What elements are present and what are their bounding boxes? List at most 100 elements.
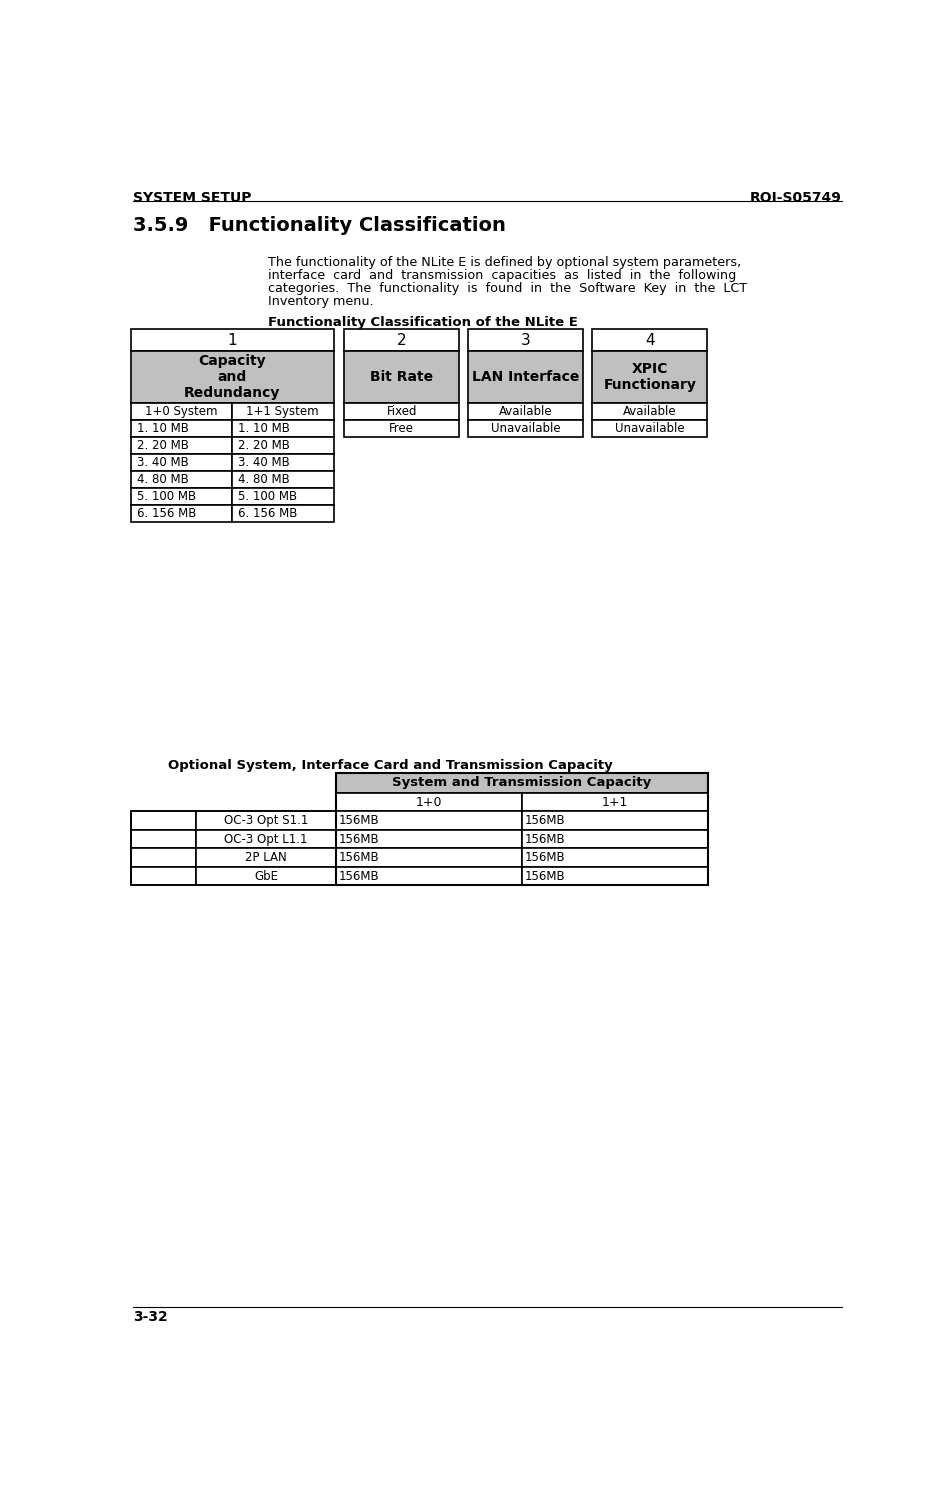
Text: 1+0: 1+0	[416, 796, 442, 809]
Bar	[130, 505, 232, 523]
Text: Unavailable: Unavailable	[491, 423, 560, 434]
Bar	[130, 420, 232, 437]
Bar	[522, 848, 708, 867]
Bar	[196, 830, 336, 848]
Bar	[130, 830, 196, 848]
Bar	[336, 793, 522, 811]
Bar	[196, 867, 336, 885]
Bar	[344, 420, 459, 437]
Text: 3-32: 3-32	[133, 1311, 167, 1324]
Bar	[130, 488, 232, 505]
Text: Capacity
and
Redundancy: Capacity and Redundancy	[184, 354, 281, 400]
Text: LAN Interface: LAN Interface	[472, 370, 579, 384]
Text: 156MB: 156MB	[339, 814, 379, 827]
Bar	[232, 437, 334, 454]
Text: 1+1: 1+1	[602, 796, 628, 809]
Text: 1+0 System: 1+0 System	[145, 405, 218, 418]
Bar	[232, 403, 334, 420]
Text: 5. 100 MB: 5. 100 MB	[238, 490, 298, 503]
Text: 156MB: 156MB	[525, 869, 566, 882]
Bar	[130, 848, 196, 867]
Bar	[130, 470, 232, 488]
Text: GbE: GbE	[254, 869, 278, 882]
Bar	[592, 330, 708, 351]
Bar	[336, 773, 708, 793]
Bar	[336, 848, 522, 867]
Bar	[130, 867, 196, 885]
Bar	[344, 330, 459, 351]
Text: 1: 1	[227, 333, 237, 348]
Bar	[130, 351, 334, 403]
Text: XPIC
Functionary: XPIC Functionary	[603, 361, 696, 393]
Text: ROI-S05749: ROI-S05749	[750, 191, 842, 205]
Text: 3: 3	[521, 333, 531, 348]
Bar	[232, 505, 334, 523]
Bar	[344, 351, 459, 403]
Text: OC-3 Opt S1.1: OC-3 Opt S1.1	[223, 814, 308, 827]
Text: 6. 156 MB: 6. 156 MB	[238, 506, 298, 520]
Text: Fixed: Fixed	[386, 405, 417, 418]
Bar	[522, 830, 708, 848]
Text: 156MB: 156MB	[339, 833, 379, 845]
Text: The functionality of the NLite E is defined by optional system parameters,: The functionality of the NLite E is defi…	[267, 257, 741, 269]
Bar	[232, 470, 334, 488]
Bar	[336, 811, 708, 885]
Bar	[196, 848, 336, 867]
Bar	[522, 811, 708, 830]
Bar	[232, 420, 334, 437]
Text: 4: 4	[645, 333, 654, 348]
Text: Available: Available	[623, 405, 676, 418]
Bar	[522, 793, 708, 811]
Text: 2. 20 MB: 2. 20 MB	[137, 439, 188, 452]
Bar	[130, 403, 232, 420]
Bar	[469, 403, 583, 420]
Text: 5. 100 MB: 5. 100 MB	[137, 490, 196, 503]
Text: 3.5.9   Functionality Classification: 3.5.9 Functionality Classification	[133, 216, 506, 234]
Bar	[130, 437, 232, 454]
Bar	[232, 454, 334, 470]
Text: Free: Free	[389, 423, 415, 434]
Bar	[336, 811, 522, 830]
Text: 1. 10 MB: 1. 10 MB	[238, 423, 290, 434]
Bar	[469, 330, 583, 351]
Text: Inventory menu.: Inventory menu.	[267, 296, 374, 309]
Bar	[344, 403, 459, 420]
Text: Bit Rate: Bit Rate	[370, 370, 434, 384]
Bar	[592, 351, 708, 403]
Text: System and Transmission Capacity: System and Transmission Capacity	[392, 776, 651, 790]
Text: 3. 40 MB: 3. 40 MB	[137, 455, 188, 469]
Bar	[592, 403, 708, 420]
Bar	[469, 420, 583, 437]
Text: interface  card  and  transmission  capacities  as  listed  in  the  following: interface card and transmission capaciti…	[267, 269, 736, 282]
Text: Functionality Classification of the NLite E: Functionality Classification of the NLit…	[267, 317, 577, 330]
Text: 156MB: 156MB	[525, 851, 566, 864]
Text: SYSTEM SETUP: SYSTEM SETUP	[133, 191, 251, 205]
Bar	[469, 351, 583, 403]
Text: 4. 80 MB: 4. 80 MB	[238, 473, 290, 485]
Text: Available: Available	[499, 405, 553, 418]
Text: 2P LAN: 2P LAN	[245, 851, 287, 864]
Text: OC-3 Opt L1.1: OC-3 Opt L1.1	[224, 833, 308, 845]
Bar	[592, 420, 708, 437]
Text: 156MB: 156MB	[525, 833, 566, 845]
Bar	[522, 867, 708, 885]
Text: Unavailable: Unavailable	[615, 423, 685, 434]
Text: categories.  The  functionality  is  found  in  the  Software  Key  in  the  LCT: categories. The functionality is found i…	[267, 282, 747, 296]
Bar	[130, 330, 334, 351]
Text: 6. 156 MB: 6. 156 MB	[137, 506, 196, 520]
Text: 1+1 System: 1+1 System	[246, 405, 320, 418]
Text: Optional System, Interface Card and Transmission Capacity: Optional System, Interface Card and Tran…	[167, 758, 612, 772]
Bar	[130, 811, 196, 830]
Text: 1. 10 MB: 1. 10 MB	[137, 423, 188, 434]
Bar	[232, 488, 334, 505]
Bar	[336, 830, 522, 848]
Text: 156MB: 156MB	[525, 814, 566, 827]
Text: 2: 2	[397, 333, 407, 348]
Text: 156MB: 156MB	[339, 851, 379, 864]
Text: 156MB: 156MB	[339, 869, 379, 882]
Bar	[130, 454, 232, 470]
Text: 3. 40 MB: 3. 40 MB	[238, 455, 290, 469]
Bar	[336, 773, 708, 885]
Bar	[336, 867, 522, 885]
Text: 2. 20 MB: 2. 20 MB	[238, 439, 290, 452]
